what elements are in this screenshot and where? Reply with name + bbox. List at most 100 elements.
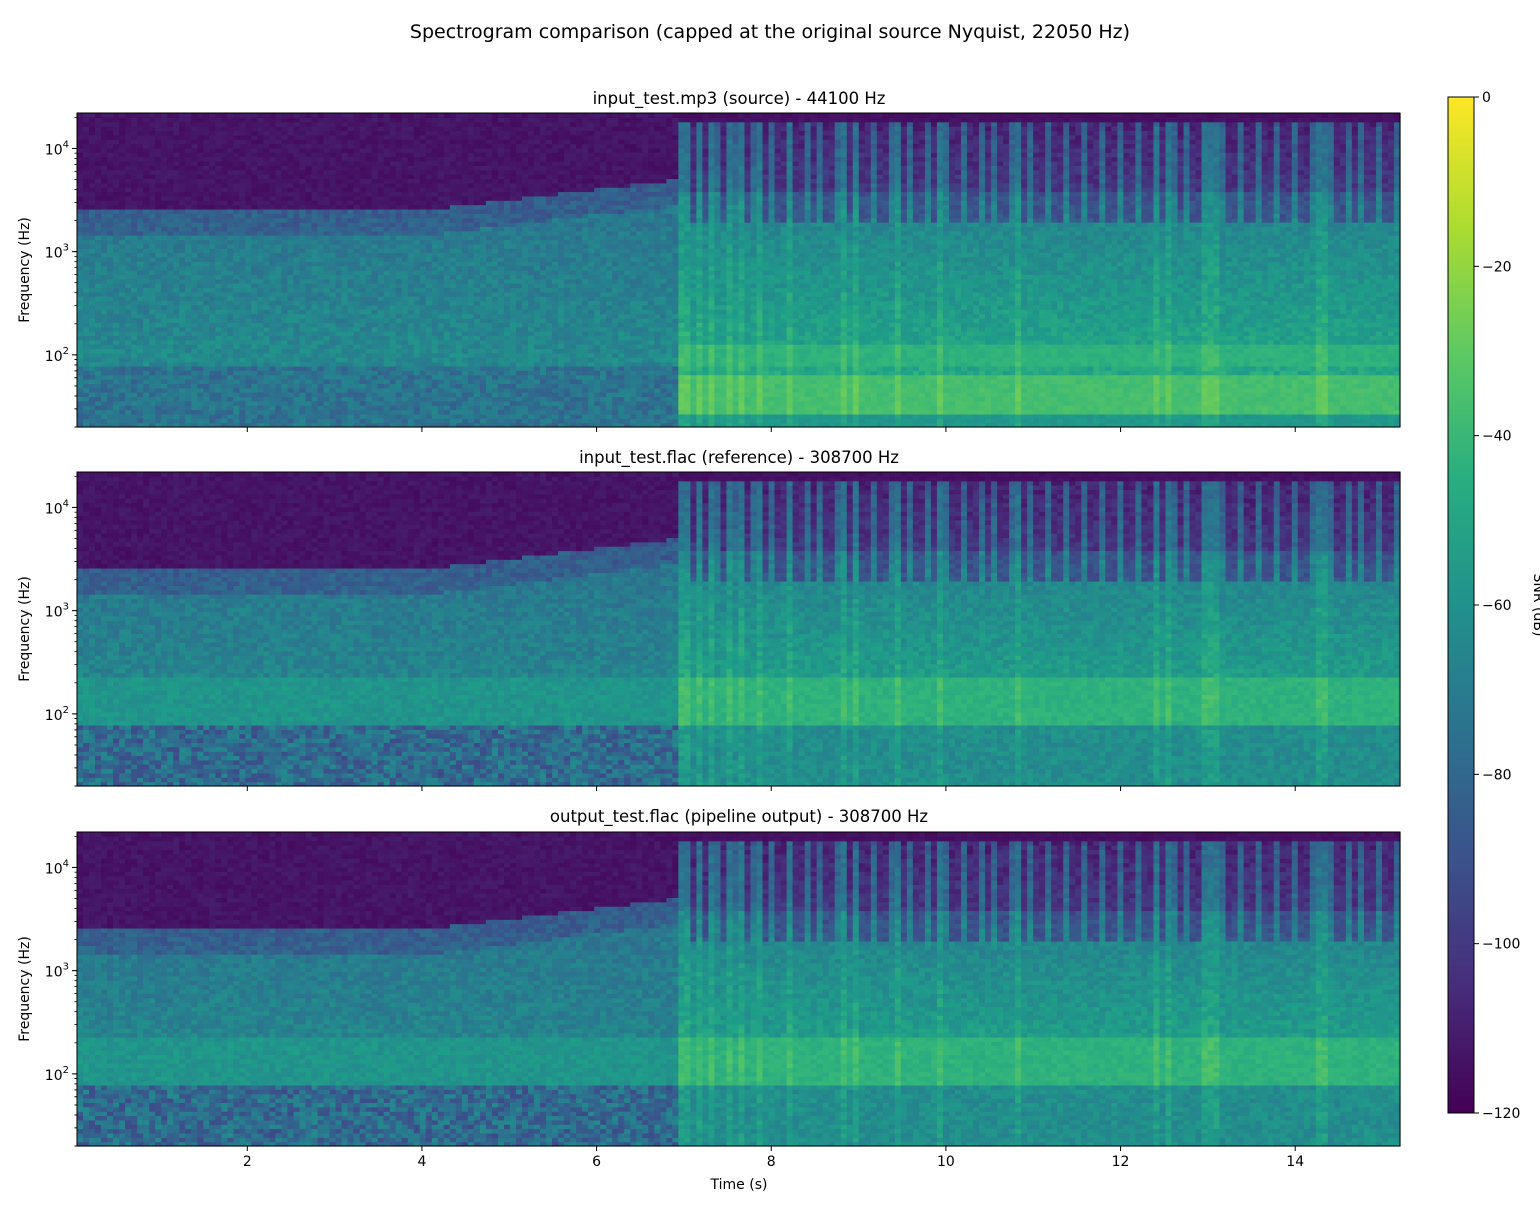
heatmap-cell bbox=[245, 357, 252, 363]
heatmap-cell bbox=[371, 230, 379, 236]
heatmap-cell bbox=[191, 174, 198, 180]
heatmap-cell bbox=[83, 239, 90, 245]
heatmap-cell bbox=[221, 331, 228, 337]
heatmap-cell bbox=[95, 322, 102, 328]
heatmap-cell bbox=[281, 348, 289, 354]
heatmap-cell bbox=[197, 187, 204, 193]
heatmap-cell bbox=[377, 348, 385, 354]
heatmap-cell bbox=[353, 139, 361, 145]
heatmap-cell bbox=[341, 169, 349, 175]
heatmap-cell bbox=[359, 361, 367, 367]
heatmap-cell bbox=[485, 413, 493, 419]
heatmap-cell bbox=[227, 418, 234, 424]
heatmap-cell bbox=[155, 182, 162, 188]
heatmap-cell bbox=[395, 256, 403, 262]
heatmap-cell bbox=[203, 331, 210, 337]
heatmap-cell bbox=[365, 134, 373, 140]
heatmap-cell bbox=[353, 156, 361, 162]
heatmap-cell bbox=[371, 326, 379, 332]
heatmap-cell bbox=[221, 230, 228, 236]
heatmap-cell bbox=[101, 117, 108, 123]
heatmap-cell bbox=[383, 331, 391, 337]
heatmap-cell bbox=[383, 405, 391, 411]
heatmap-cell bbox=[239, 335, 246, 341]
heatmap-cell bbox=[95, 235, 102, 241]
heatmap-cell bbox=[401, 344, 409, 350]
heatmap-cell bbox=[233, 169, 240, 175]
heatmap-cell bbox=[359, 344, 367, 350]
heatmap-cell bbox=[197, 383, 204, 389]
heatmap-cell bbox=[167, 313, 174, 319]
heatmap-cell bbox=[461, 235, 469, 241]
heatmap-cell bbox=[461, 239, 469, 245]
heatmap-cell bbox=[239, 296, 246, 302]
heatmap-cell bbox=[479, 147, 487, 153]
heatmap-cell bbox=[485, 396, 493, 402]
heatmap-cell bbox=[119, 204, 126, 210]
heatmap-cell bbox=[245, 204, 252, 210]
heatmap-cell bbox=[395, 182, 403, 188]
heatmap-cell bbox=[119, 121, 126, 127]
heatmap-cell bbox=[233, 309, 240, 315]
heatmap-cell bbox=[317, 248, 325, 254]
heatmap-cell bbox=[137, 230, 144, 236]
heatmap-cell bbox=[209, 387, 216, 393]
heatmap-cell bbox=[281, 261, 289, 267]
heatmap-cell bbox=[185, 191, 192, 197]
heatmap-cell bbox=[485, 213, 493, 219]
heatmap-cell bbox=[149, 265, 156, 271]
heatmap-cell bbox=[329, 169, 337, 175]
heatmap-cell bbox=[167, 169, 174, 175]
heatmap-cell bbox=[269, 178, 277, 184]
heatmap-cell bbox=[281, 152, 289, 158]
heatmap-cell bbox=[161, 392, 168, 398]
heatmap-cell bbox=[317, 213, 325, 219]
heatmap-cell bbox=[149, 169, 156, 175]
heatmap-cell bbox=[305, 256, 313, 262]
heatmap-cell bbox=[491, 418, 499, 424]
heatmap-cell bbox=[227, 130, 234, 136]
heatmap-cell bbox=[233, 204, 240, 210]
panel-title: input_test.mp3 (source) - 44100 Hz bbox=[593, 89, 886, 109]
heatmap-cell bbox=[269, 130, 277, 136]
heatmap-cell bbox=[83, 156, 90, 162]
heatmap-cell bbox=[191, 379, 198, 384]
heatmap-cell bbox=[305, 374, 313, 380]
heatmap-cell bbox=[215, 274, 222, 280]
heatmap-cell bbox=[479, 178, 487, 184]
heatmap-cell bbox=[137, 283, 144, 289]
heatmap-cell bbox=[107, 143, 114, 149]
heatmap-cell bbox=[113, 422, 120, 428]
heatmap-cell bbox=[209, 322, 216, 328]
heatmap-cell bbox=[227, 143, 234, 149]
heatmap-cell bbox=[101, 256, 108, 262]
heatmap-cell bbox=[353, 270, 361, 275]
heatmap-cell bbox=[425, 304, 433, 310]
heatmap-cell bbox=[461, 313, 469, 319]
heatmap-cell bbox=[149, 405, 156, 411]
heatmap-cell bbox=[191, 191, 198, 197]
heatmap-cell bbox=[449, 230, 457, 236]
heatmap-cell bbox=[479, 326, 487, 332]
heatmap-cell bbox=[275, 370, 283, 376]
heatmap-cell bbox=[137, 208, 144, 214]
heatmap-cell bbox=[113, 326, 120, 332]
heatmap-cell bbox=[419, 400, 427, 406]
heatmap-cell bbox=[95, 208, 102, 214]
heatmap-cell bbox=[413, 400, 421, 406]
heatmap-cell bbox=[143, 287, 150, 293]
heatmap-cell bbox=[287, 357, 295, 363]
heatmap-cell bbox=[455, 243, 463, 249]
heatmap-cell bbox=[251, 374, 259, 380]
heatmap-cell bbox=[263, 217, 271, 223]
heatmap-cell bbox=[377, 239, 385, 245]
heatmap-cell bbox=[275, 256, 283, 262]
heatmap-cell bbox=[113, 139, 120, 145]
heatmap-cell bbox=[431, 261, 439, 267]
heatmap-cell bbox=[263, 339, 271, 345]
heatmap-cell bbox=[101, 160, 108, 166]
heatmap-cell bbox=[293, 195, 301, 201]
heatmap-cell bbox=[377, 331, 385, 337]
heatmap-cell bbox=[131, 422, 138, 428]
heatmap-cell bbox=[77, 309, 84, 315]
